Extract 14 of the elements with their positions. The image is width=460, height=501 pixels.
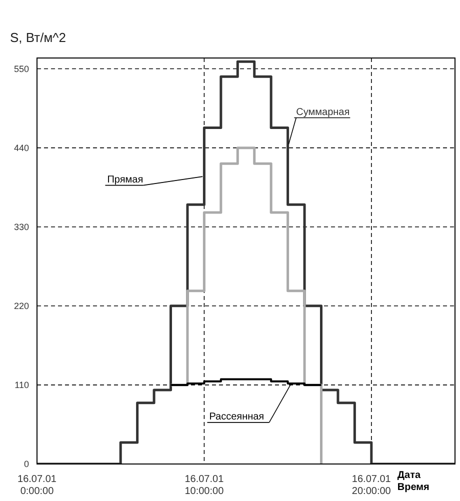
series-label: Суммарная bbox=[296, 106, 350, 118]
x-tick-label: 16.07.01 20:00:00 bbox=[352, 474, 392, 497]
text: Прямая bbox=[107, 174, 144, 186]
y-tick-label: 330 bbox=[14, 222, 29, 232]
text: Рассеянная bbox=[209, 411, 264, 422]
x-tick-label: 16.07.01 0:00:00 bbox=[18, 474, 57, 497]
y-tick-label: 220 bbox=[14, 301, 29, 312]
x-axis-title: Дата Время bbox=[397, 470, 430, 494]
x-tick-label: 16.07.01 10:00:00 bbox=[184, 474, 224, 497]
y-tick-label: 550 bbox=[14, 64, 29, 74]
y-axis-title: S, Вт/м^2 bbox=[10, 30, 66, 45]
y-tick-label: 0 bbox=[24, 459, 29, 470]
y-tick-label: 110 bbox=[14, 380, 29, 390]
y-tick-label: 440 bbox=[14, 143, 29, 154]
